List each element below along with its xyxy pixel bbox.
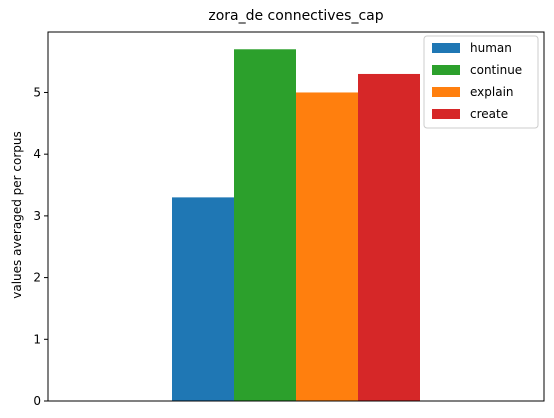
y-tick-label: 0 (33, 394, 41, 408)
y-axis-label: values averaged per corpus (10, 131, 24, 299)
bar-continue (234, 49, 296, 402)
bar-human (172, 197, 234, 401)
plot-frame (47, 31, 545, 402)
y-tick-label: 4 (33, 147, 41, 161)
legend-swatch-human (432, 43, 460, 53)
bar-explain (296, 92, 358, 402)
legend-label-human: human (470, 41, 512, 55)
legend-swatch-create (432, 109, 460, 119)
bars-group (172, 49, 420, 402)
legend-label-explain: explain (470, 85, 514, 99)
legend-label-create: create (470, 107, 508, 121)
legend-swatch-explain (432, 87, 460, 97)
y-tick-label: 1 (33, 332, 41, 346)
chart-title: zora_de connectives_cap (208, 8, 383, 24)
y-tick-label: 5 (33, 85, 41, 99)
legend-box (423, 35, 539, 129)
legend-label-continue: continue (470, 63, 522, 77)
y-ticks-group: 0 1 2 3 4 5 (33, 85, 48, 408)
legend-swatch-continue (432, 65, 460, 75)
y-tick-label: 3 (33, 209, 41, 223)
legend: human continue explain create (423, 35, 539, 129)
bar-create (358, 73, 420, 401)
y-tick-label: 2 (33, 271, 41, 285)
